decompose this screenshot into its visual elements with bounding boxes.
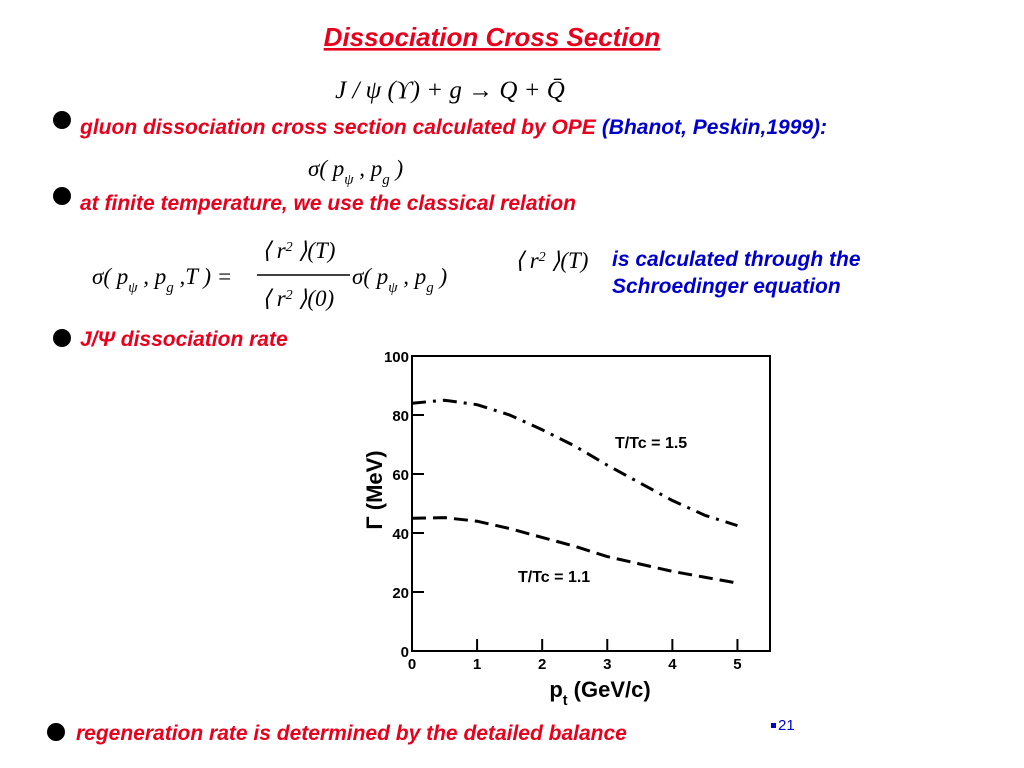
text-part: 2 [286,287,293,302]
text-part: , p [398,264,427,289]
equation: σ( pψ​ , pg​ ) [352,264,447,296]
y-tick-label: 20 [392,585,409,602]
text-part: ψ [388,280,398,296]
text-part: g [166,280,174,296]
series-line [411,398,738,528]
bullet-text: J/Ψ dissociation rate [80,328,288,351]
y-tick-label: 0 [401,644,409,661]
text-part: ψ [344,172,354,188]
text-part: σ( p [92,264,128,289]
page-number: 21 [778,717,795,734]
bullet-text: regeneration rate is determined by the d… [76,722,627,745]
x-axis-label: pt​ (GeV/c) [549,677,650,709]
page-marker [771,723,776,728]
equation: σ( pψ​ , pg​ ) [308,156,403,188]
bullet-dot [53,187,71,205]
bullet-text: gluon dissociation cross section calcula… [79,116,827,139]
text-part: ⟩(T) [293,238,336,263]
text-part: ⟩(T) [546,248,589,273]
bullet-text-part: gluon dissociation cross section calcula… [79,116,597,139]
plot-frame [411,355,771,652]
equation: ⟨ r2​ ⟩(T) [515,248,588,273]
bullet-dot [53,329,71,347]
text-part: σ( p [352,264,388,289]
equation: σ( pψ​ , pg​ ,T ) = [92,264,232,296]
equation: ⟨ r2​ ⟩(0) [262,286,334,311]
text-part: 2 [539,249,546,264]
text-part: t [563,693,568,709]
x-tick-label: 0 [408,656,416,673]
bullet-dot [53,111,71,129]
x-tick-label: 3 [603,656,611,673]
text-part: ⟨ r [262,286,287,311]
bullet-text: at finite temperature, we use the classi… [80,192,576,215]
text-part: 2 [286,239,293,254]
text-part: ) [434,264,447,289]
text-part: p [549,677,562,702]
text-part: Γ [362,516,387,529]
text-part: (GeV/c) [568,677,651,702]
series-label: T/Tc = 1.1 [518,569,590,586]
bullet-note: (Bhanot, Peskin,1999): [602,116,827,139]
x-tick-label: 2 [538,656,546,673]
slide-title: Dissociation Cross Section [324,22,661,52]
text-part: g [426,280,434,296]
equation: ⟨ r2​ ⟩(T) [262,238,335,263]
text-part: (MeV) [362,450,387,516]
series-line [411,516,738,585]
x-tick-label: 4 [668,656,677,673]
y-tick-label: 40 [392,526,409,543]
y-tick-label: 100 [384,349,409,366]
text-part: , p [354,156,383,181]
reaction: J / ψ (ϒ) + g → Q + Q̄ [335,77,565,104]
text-part: ⟩(0) [293,286,335,311]
text-part: g [382,172,390,188]
text-part: ) [390,156,403,181]
text-part: ψ [128,280,138,296]
y-tick-label: 80 [392,408,409,425]
text-part: , p [138,264,167,289]
x-tick-label: 5 [733,656,741,673]
annotation: Schroedinger equation [612,275,841,298]
annotation: is calculated through the [612,248,861,271]
y-tick-label: 60 [392,467,409,484]
text-part: ⟨ r [262,238,287,263]
x-tick-label: 1 [473,656,481,673]
text-part: σ( p [308,156,344,181]
text-part: ⟨ r [515,248,540,273]
series-label: T/Tc = 1.5 [615,435,687,452]
bullet-dot [47,723,65,741]
text-part: ,T ) = [174,264,233,289]
y-axis-label: Γ (MeV) [362,450,387,529]
